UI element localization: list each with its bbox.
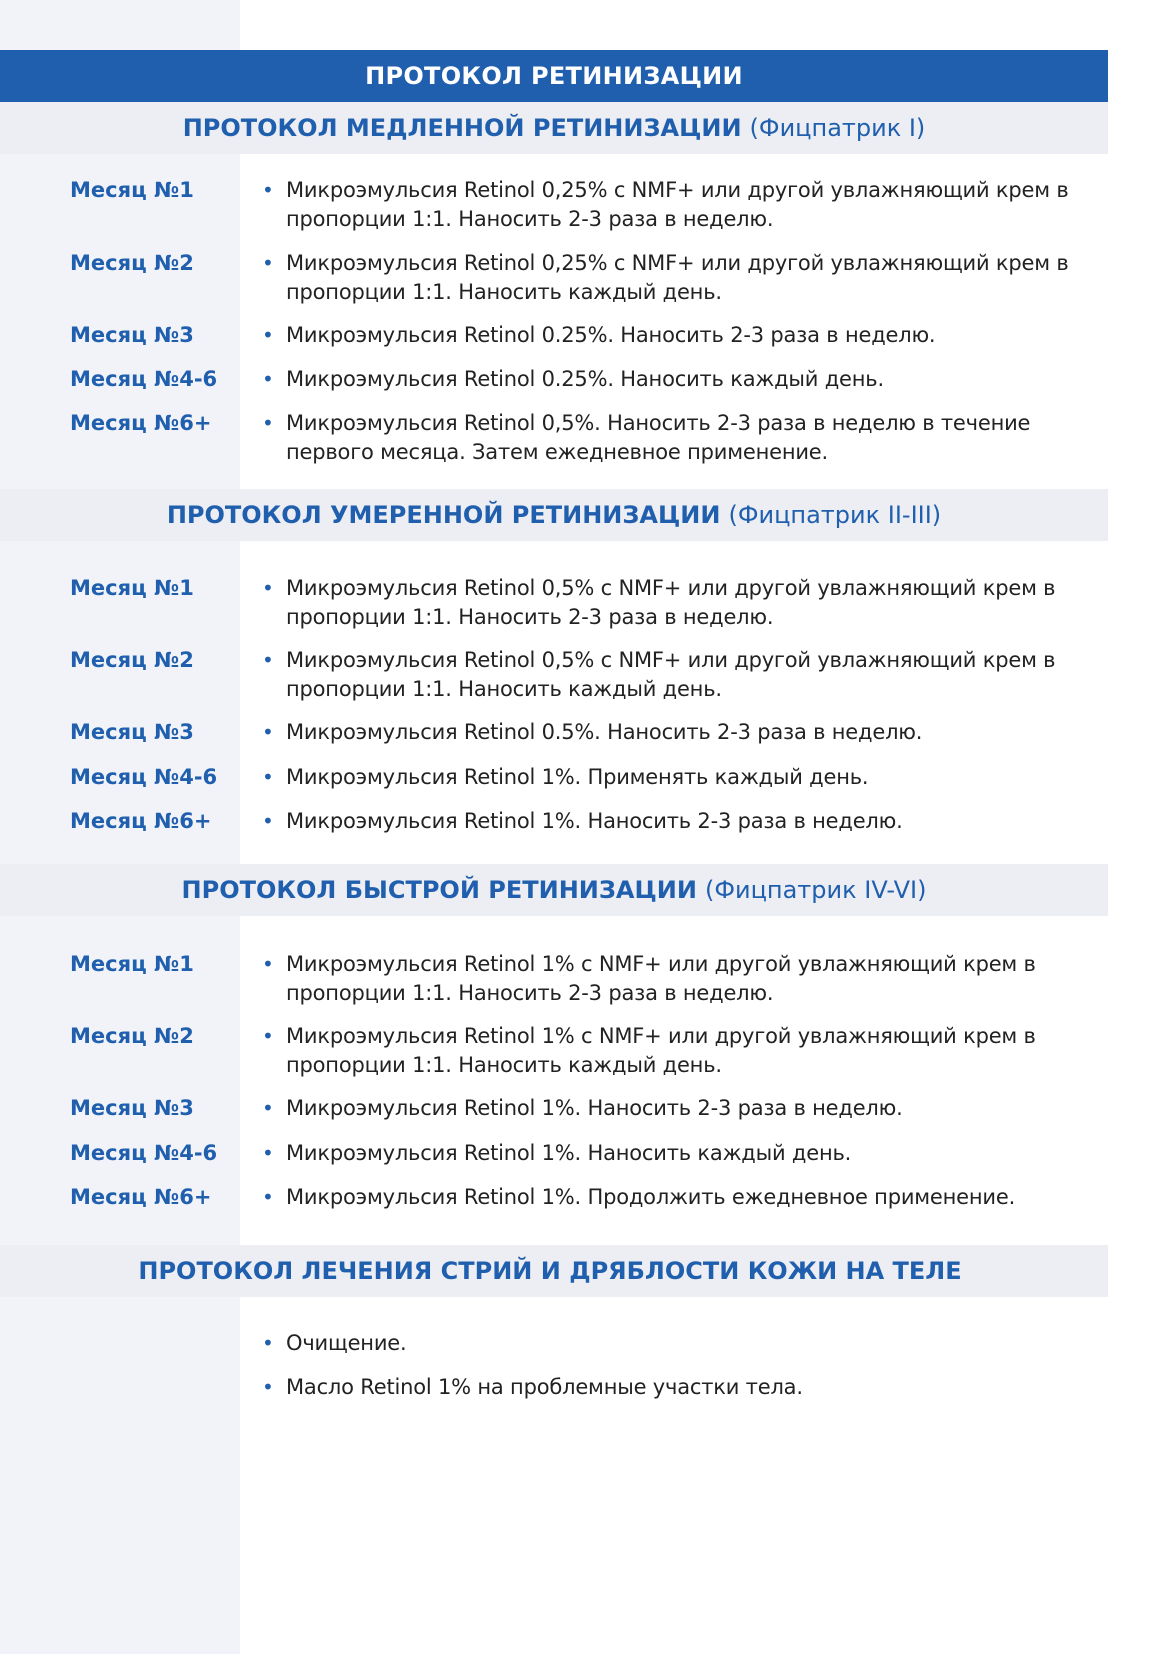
bullet-icon: •: [262, 178, 274, 202]
bullet-icon: •: [262, 1096, 274, 1120]
bullet-icon: •: [262, 1141, 274, 1165]
instruction-text: Микроэмульсия Retinol 0,5% с NMF+ или др…: [286, 648, 1056, 701]
section-header: ПРОТОКОЛ ЛЕЧЕНИЯ СТРИЙ И ДРЯБЛОСТИ КОЖИ …: [0, 1245, 1108, 1297]
month-label: Месяц №6+: [70, 411, 212, 435]
month-label: Месяц №4-6: [70, 1141, 218, 1165]
instruction-text: Очищение.: [286, 1331, 407, 1355]
bullet-icon: •: [262, 720, 274, 744]
instruction-text: Микроэмульсия Retinol 0.25%. Наносить 2-…: [286, 323, 936, 347]
section-subtitle: (Фицпатрик I): [749, 114, 926, 142]
instruction-text: Микроэмульсия Retinol 0,5% с NMF+ или др…: [286, 576, 1056, 629]
month-label: Месяц №2: [70, 251, 194, 275]
instruction-text: Масло Retinol 1% на проблемные участки т…: [286, 1375, 803, 1399]
instruction-text: Микроэмульсия Retinol 0.5%. Наносить 2-3…: [286, 720, 923, 744]
section-subtitle: (Фицпатрик II-III): [728, 501, 942, 529]
instruction-text: Микроэмульсия Retinol 0,5%. Наносить 2-3…: [286, 411, 1031, 464]
section-title: ПРОТОКОЛ ЛЕЧЕНИЯ СТРИЙ И ДРЯБЛОСТИ КОЖИ …: [138, 1257, 962, 1285]
instruction-text: Микроэмульсия Retinol 0,25% с NMF+ или д…: [286, 251, 1069, 304]
section-header: ПРОТОКОЛ УМЕРЕННОЙ РЕТИНИЗАЦИИ (Фицпатрик…: [0, 489, 1108, 541]
instruction-text: Микроэмульсия Retinol 1%. Наносить 2-3 р…: [286, 809, 903, 833]
bullet-icon: •: [262, 1331, 274, 1355]
bullet-icon: •: [262, 1024, 274, 1048]
bullet-icon: •: [262, 809, 274, 833]
section-title: ПРОТОКОЛ МЕДЛЕННОЙ РЕТИНИЗАЦИИ: [182, 114, 742, 142]
instruction-text: Микроэмульсия Retinol 1%. Наносить 2-3 р…: [286, 1096, 903, 1120]
instruction-text: Микроэмульсия Retinol 1%. Продолжить еже…: [286, 1185, 1016, 1209]
section-title: ПРОТОКОЛ УМЕРЕННОЙ РЕТИНИЗАЦИИ: [166, 501, 721, 529]
month-label: Месяц №3: [70, 720, 194, 744]
instruction-text: Микроэмульсия Retinol 1%. Применять кажд…: [286, 765, 869, 789]
instruction-text: Микроэмульсия Retinol 1% с NMF+ или друг…: [286, 1024, 1036, 1077]
bullet-icon: •: [262, 765, 274, 789]
bullet-icon: •: [262, 251, 274, 275]
bullet-icon: •: [262, 1185, 274, 1209]
bullet-icon: •: [262, 323, 274, 347]
left-column-background: [0, 0, 240, 1654]
month-label: Месяц №2: [70, 648, 194, 672]
month-label: Месяц №1: [70, 576, 194, 600]
month-label: Месяц №4-6: [70, 765, 218, 789]
bullet-icon: •: [262, 648, 274, 672]
month-label: Месяц №4-6: [70, 367, 218, 391]
month-label: Месяц №6+: [70, 1185, 212, 1209]
instruction-text: Микроэмульсия Retinol 0.25%. Наносить ка…: [286, 367, 884, 391]
bullet-icon: •: [262, 576, 274, 600]
month-label: Месяц №3: [70, 323, 194, 347]
bullet-icon: •: [262, 367, 274, 391]
bullet-icon: •: [262, 1375, 274, 1399]
section-subtitle: (Фицпатрик IV-VI): [704, 876, 927, 904]
instruction-text: Микроэмульсия Retinol 0,25% с NMF+ или д…: [286, 178, 1069, 231]
instruction-text: Микроэмульсия Retinol 1%. Наносить кажды…: [286, 1141, 852, 1165]
section-header: ПРОТОКОЛ МЕДЛЕННОЙ РЕТИНИЗАЦИИ (Фицпатрик…: [0, 102, 1108, 154]
month-label: Месяц №1: [70, 952, 194, 976]
section-header: ПРОТОКОЛ БЫСТРОЙ РЕТИНИЗАЦИИ (Фицпатрик I…: [0, 864, 1108, 916]
bullet-icon: •: [262, 952, 274, 976]
page-title: ПРОТОКОЛ РЕТИНИЗАЦИИ: [0, 50, 1108, 102]
month-label: Месяц №6+: [70, 809, 212, 833]
instruction-text: Микроэмульсия Retinol 1% с NMF+ или друг…: [286, 952, 1036, 1005]
month-label: Месяц №3: [70, 1096, 194, 1120]
month-label: Месяц №2: [70, 1024, 194, 1048]
month-label: Месяц №1: [70, 178, 194, 202]
bullet-icon: •: [262, 411, 274, 435]
section-title: ПРОТОКОЛ БЫСТРОЙ РЕТИНИЗАЦИИ: [181, 876, 697, 904]
